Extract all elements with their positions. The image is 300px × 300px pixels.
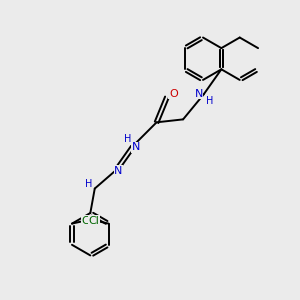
- Text: O: O: [169, 89, 178, 99]
- Text: N: N: [132, 142, 140, 152]
- Text: N: N: [114, 166, 122, 176]
- Text: Cl: Cl: [81, 216, 92, 226]
- Text: H: H: [206, 96, 214, 106]
- Text: Cl: Cl: [88, 216, 100, 226]
- Text: H: H: [85, 179, 92, 189]
- Text: H: H: [124, 134, 132, 144]
- Text: N: N: [194, 89, 203, 99]
